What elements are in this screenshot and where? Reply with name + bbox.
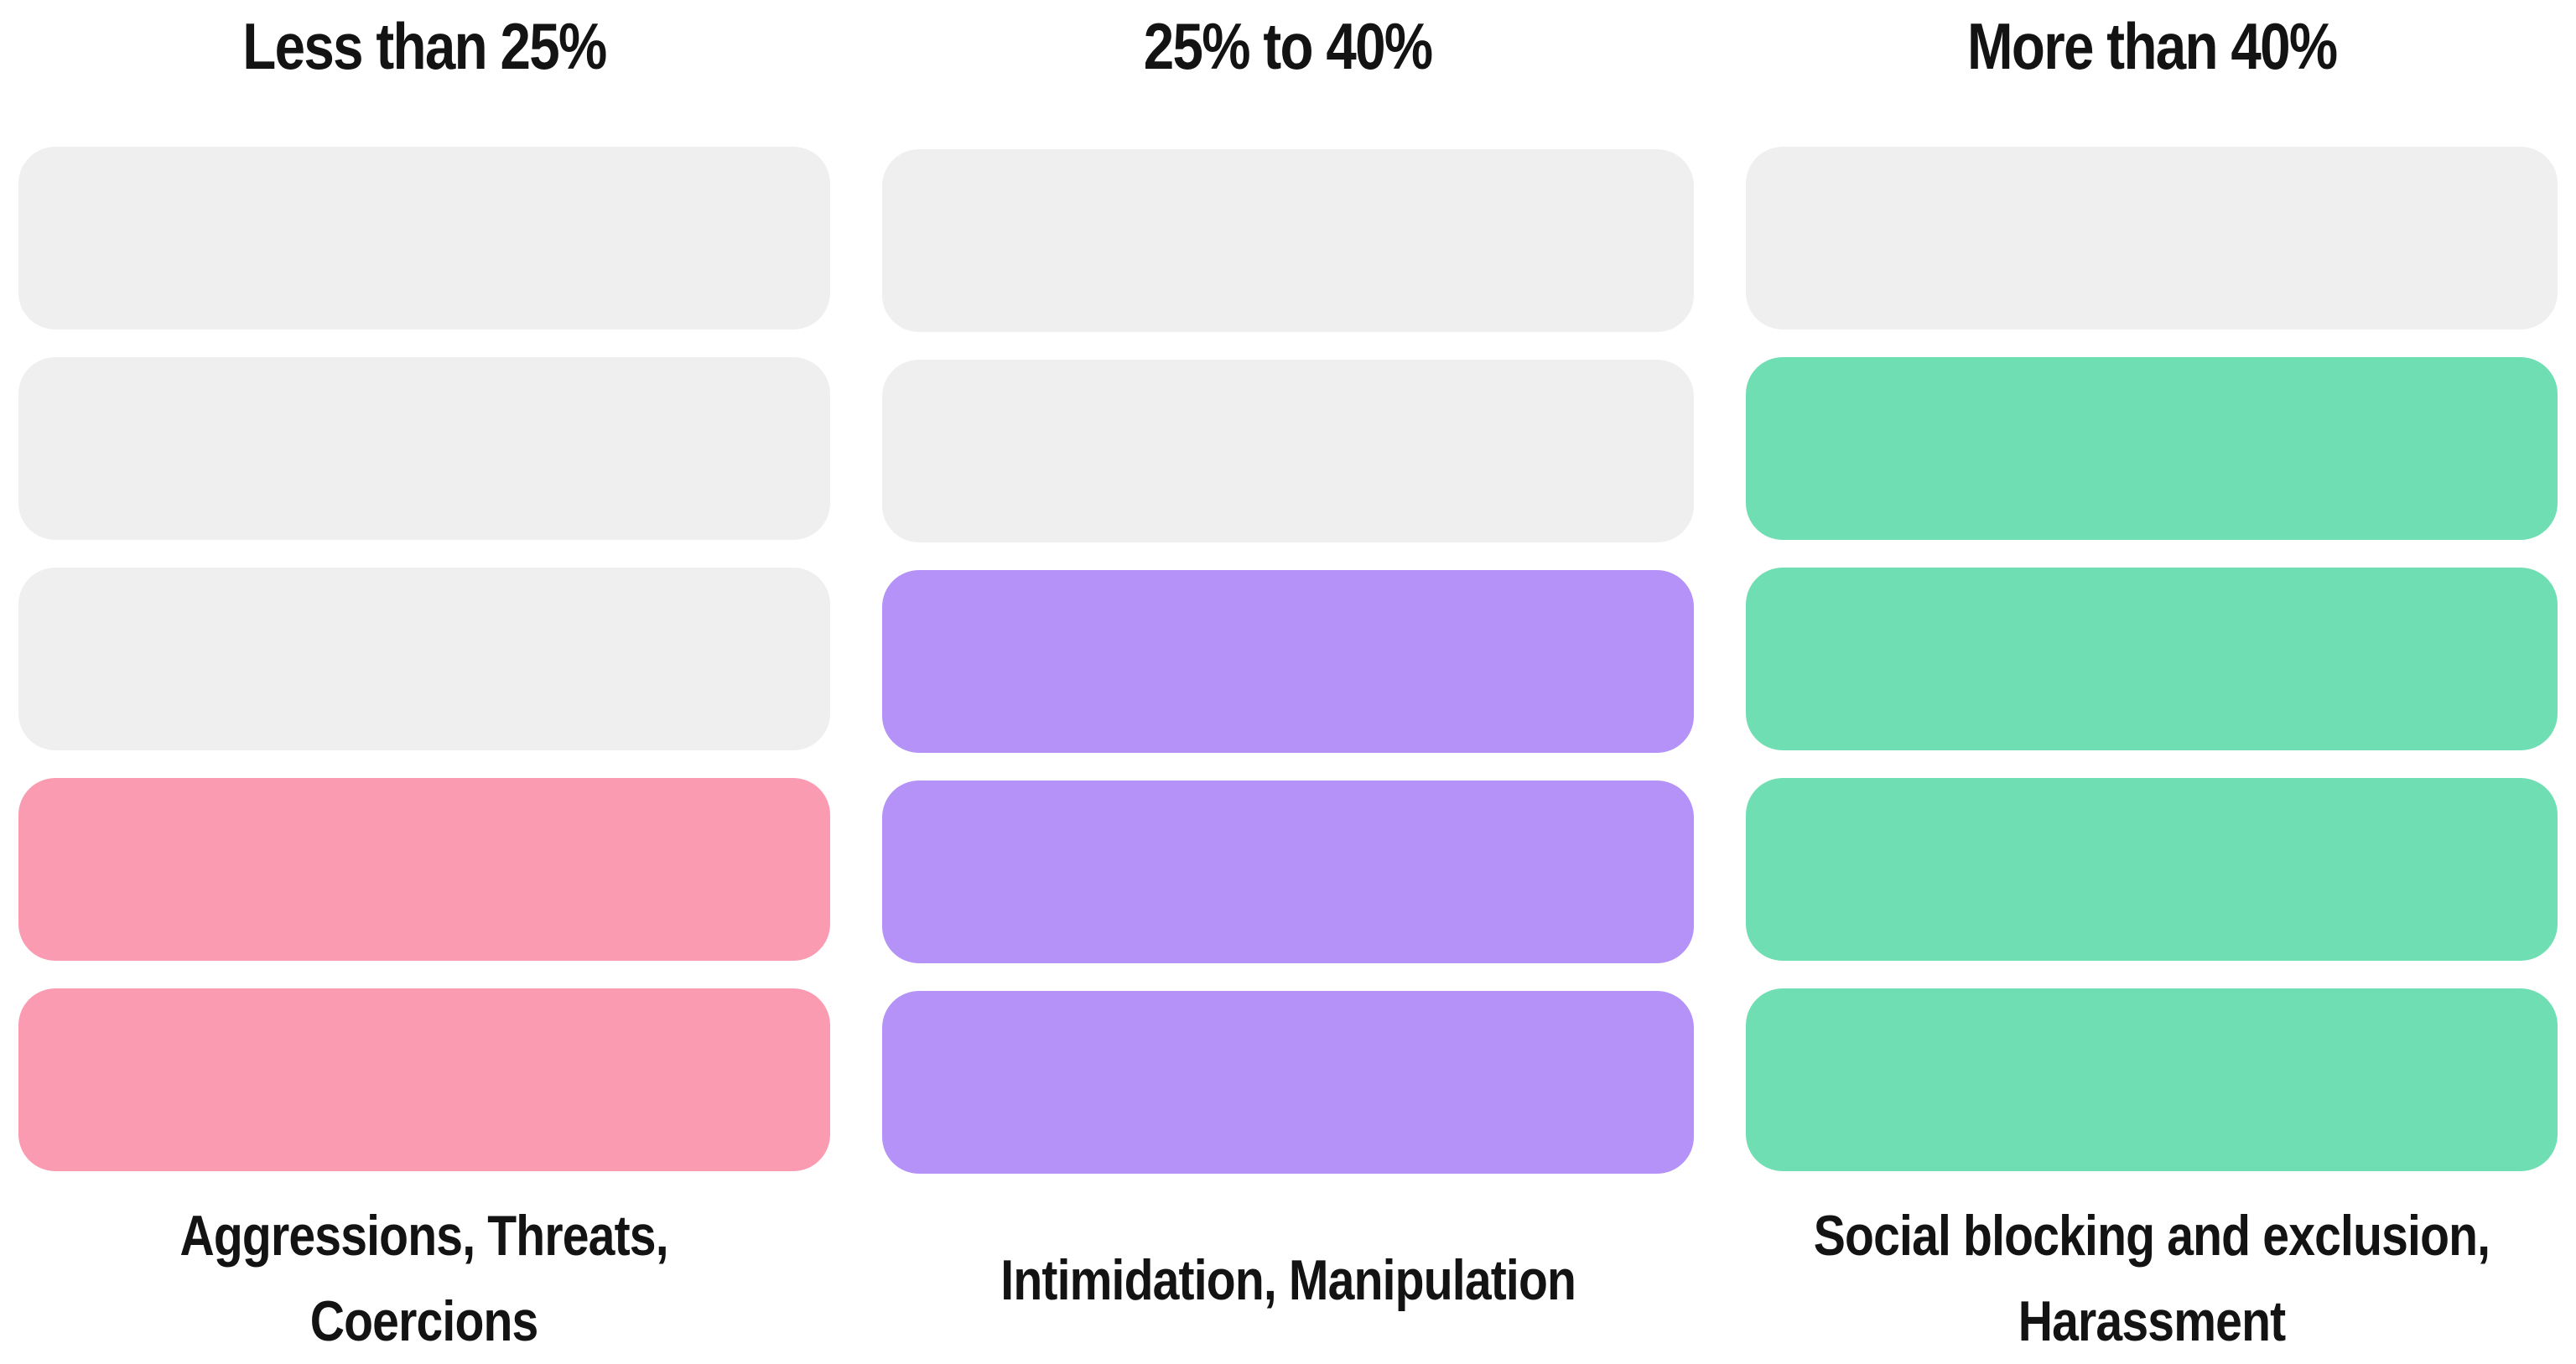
- column-header-label: 25% to 40%: [1144, 9, 1433, 83]
- bar-segment-empty: [1746, 147, 2558, 329]
- bar-segment-filled: [18, 778, 830, 961]
- column-header: 25% to 40%: [882, 0, 1694, 149]
- column-header: Less than 25%: [18, 0, 830, 147]
- bar-segment-empty: [18, 568, 830, 750]
- chart-column-less-than-25: Less than 25% Aggressions, Threats, Coer…: [18, 0, 830, 1364]
- bar-segment-filled: [1746, 988, 2558, 1171]
- bar-segment-empty: [18, 147, 830, 329]
- bar-segment-filled: [1746, 778, 2558, 961]
- column-label: Social blocking and exclusion, Harassmen…: [1746, 1171, 2558, 1364]
- bar-segment-filled: [18, 988, 830, 1171]
- column-header: More than 40%: [1746, 0, 2558, 147]
- bar-segment-filled: [882, 991, 1694, 1174]
- column-header-label: Less than 25%: [242, 9, 607, 83]
- column-label-text: Social blocking and exclusion, Harassmen…: [1813, 1204, 2490, 1353]
- segment-stack: [1746, 147, 2558, 1171]
- column-header-label: More than 40%: [1966, 9, 2338, 83]
- bar-segment-filled: [882, 570, 1694, 753]
- bar-segment-filled: [882, 781, 1694, 963]
- bar-segment-empty: [18, 357, 830, 540]
- bar-segment-empty: [882, 360, 1694, 542]
- bar-segment-empty: [882, 149, 1694, 332]
- chart-column-25-to-40: 25% to 40% Intimidation, Manipulation: [882, 0, 1694, 1364]
- bar-segment-filled: [1746, 568, 2558, 750]
- segment-stack: [882, 149, 1694, 1174]
- chart-column-more-than-40: More than 40% Social blocking and exclus…: [1746, 0, 2558, 1364]
- column-label-text: Intimidation, Manipulation: [1000, 1247, 1576, 1312]
- column-label: Intimidation, Manipulation: [882, 1174, 1694, 1364]
- column-label: Aggressions, Threats, Coercions: [18, 1171, 830, 1364]
- column-label-text: Aggressions, Threats, Coercions: [179, 1204, 669, 1353]
- bar-segment-filled: [1746, 357, 2558, 540]
- segment-stack: [18, 147, 830, 1171]
